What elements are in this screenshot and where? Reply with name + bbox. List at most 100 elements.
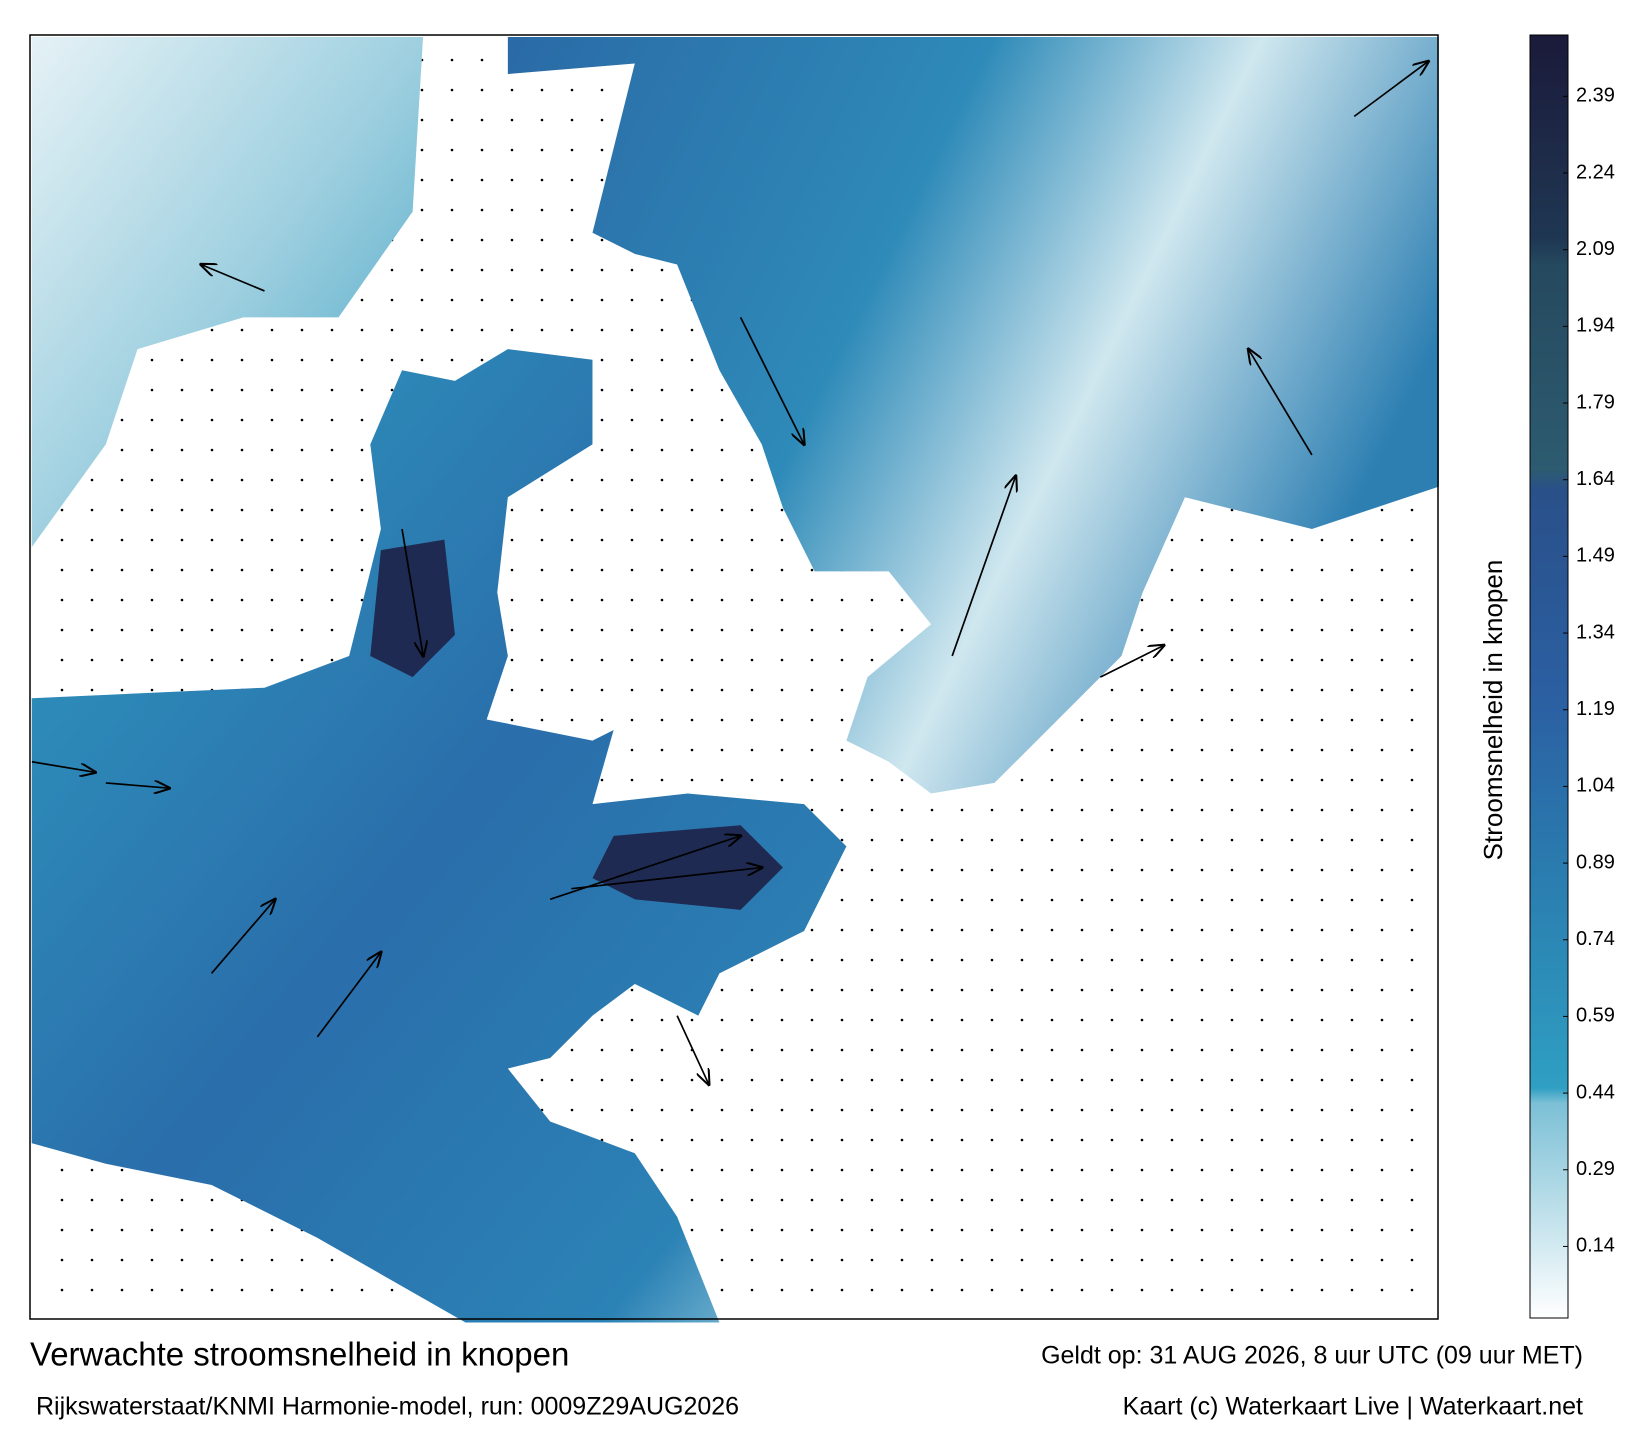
grid-dot	[930, 1168, 934, 1172]
colorbar-tick-label: 0.29	[1576, 1158, 1615, 1180]
grid-dot	[510, 148, 514, 152]
grid-dot	[1200, 1168, 1204, 1172]
water-northwest	[31, 37, 424, 548]
grid-dot	[810, 1198, 814, 1202]
grid-dot	[750, 718, 754, 722]
grid-dot	[180, 508, 184, 512]
grid-dot	[1020, 1258, 1024, 1262]
grid-dot	[1080, 898, 1084, 902]
grid-dot	[1200, 538, 1204, 542]
grid-dot	[60, 658, 64, 662]
grid-dot	[420, 118, 424, 122]
grid-dot	[120, 688, 124, 692]
grid-dot	[1020, 1108, 1024, 1112]
grid-dot	[1290, 1168, 1294, 1172]
water	[31, 37, 1439, 1323]
grid-dot	[1020, 898, 1024, 902]
grid-dot	[210, 478, 214, 482]
grid-dot	[1290, 1078, 1294, 1082]
grid-dot	[870, 628, 874, 632]
grid-dot	[840, 958, 844, 962]
grid-dot	[1410, 958, 1414, 962]
colorbar-tick-label: 2.39	[1576, 85, 1615, 107]
grid-dot	[150, 418, 154, 422]
grid-dot	[510, 598, 514, 602]
grid-dot	[1350, 958, 1354, 962]
grid-dot	[750, 1108, 754, 1112]
grid-dot	[540, 298, 544, 302]
grid-dot	[1080, 988, 1084, 992]
grid-dot	[120, 538, 124, 542]
grid-dot	[630, 298, 634, 302]
grid-dot	[1320, 568, 1324, 572]
grid-dot	[1170, 958, 1174, 962]
grid-dot	[1140, 1048, 1144, 1052]
grid-dot	[330, 598, 334, 602]
colorbar: 0.14 0.29 0.44 0.59 0.74 0.89 1.04 1.19 1.34 1.49…	[1529, 34, 1615, 1319]
grid-dot	[330, 508, 334, 512]
grid-dot	[1140, 838, 1144, 842]
grid-dot	[630, 538, 634, 542]
arrow	[1099, 645, 1163, 678]
grid-dot	[1290, 928, 1294, 932]
grid-dot	[330, 358, 334, 362]
colorbar-fill	[1529, 34, 1569, 1319]
grid-dot	[990, 928, 994, 932]
grid-dot	[900, 838, 904, 842]
grid-dot	[1170, 538, 1174, 542]
map-frame	[29, 34, 1439, 1320]
grid-dot	[1350, 778, 1354, 782]
grid-dot	[840, 838, 844, 842]
grid-dot	[60, 1198, 64, 1202]
grid-dot	[1050, 1198, 1054, 1202]
grid-dot	[330, 328, 334, 332]
grid-dot	[1410, 1258, 1414, 1262]
grid-dot	[900, 778, 904, 782]
grid-dot	[1380, 628, 1384, 632]
grid-dot	[660, 508, 664, 512]
grid-dot	[630, 418, 634, 422]
grid-dot	[1170, 1108, 1174, 1112]
grid-dot	[690, 418, 694, 422]
grid-dot	[870, 1288, 874, 1292]
grid-dot	[1140, 1018, 1144, 1022]
grid-dot	[1410, 1078, 1414, 1082]
grid-dot	[660, 1108, 664, 1112]
grid-dot	[270, 508, 274, 512]
grid-dot	[570, 1108, 574, 1112]
grid-dot	[1230, 658, 1234, 662]
grid-dot	[810, 1168, 814, 1172]
grid-dot	[720, 568, 724, 572]
grid-dot	[720, 448, 724, 452]
grid-dot	[630, 568, 634, 572]
grid-dot	[210, 658, 214, 662]
grid-dot	[600, 328, 604, 332]
grid-dot	[960, 958, 964, 962]
grid-dot	[480, 88, 484, 92]
grid-dot	[1410, 868, 1414, 872]
grid-dot	[120, 1228, 124, 1232]
grid-dot	[210, 508, 214, 512]
grid-dot	[1020, 1288, 1024, 1292]
grid-dot	[990, 1168, 994, 1172]
grid-dot	[1110, 958, 1114, 962]
grid-dot	[720, 658, 724, 662]
grid-dot	[1320, 928, 1324, 932]
grid-dot	[1290, 958, 1294, 962]
grid-dot	[1410, 898, 1414, 902]
grid-dot	[1050, 1258, 1054, 1262]
grid-dot	[870, 928, 874, 932]
grid-dot	[1320, 868, 1324, 872]
grid-dot	[540, 718, 544, 722]
grid-dot	[1380, 928, 1384, 932]
grid-dot	[240, 448, 244, 452]
grid-dot	[1320, 658, 1324, 662]
grid-dot	[180, 538, 184, 542]
grid-dot	[360, 418, 364, 422]
grid-dot	[660, 718, 664, 722]
grid-dot	[1320, 628, 1324, 632]
grid-dot	[960, 1288, 964, 1292]
grid-dot	[1380, 748, 1384, 752]
grid-dot	[540, 88, 544, 92]
grid-dot	[1410, 1198, 1414, 1202]
